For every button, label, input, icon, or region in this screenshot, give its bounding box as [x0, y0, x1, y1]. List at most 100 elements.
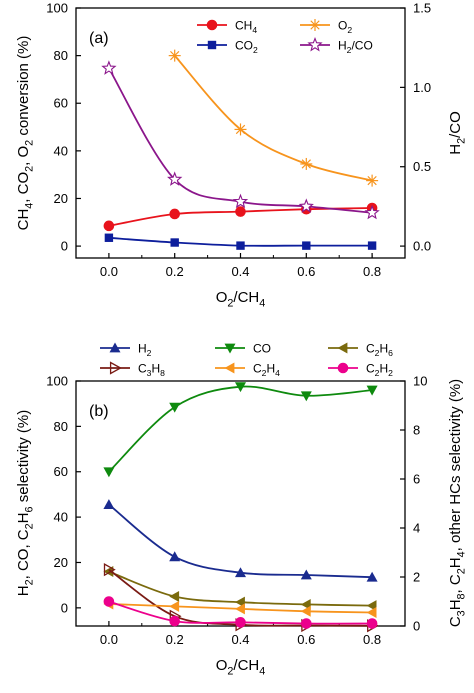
data-point-h2: [103, 499, 115, 510]
panel-b: 0.0 0.2 0.4 0.6 0.8 0 20 40 60 80 100 0 2 4 6 8 10 (b) O2/…: [46, 342, 427, 678]
data-point-h2: [366, 571, 378, 582]
legend-label: C2H2: [366, 362, 393, 379]
legend-entry: CO: [215, 342, 271, 356]
data-point-h2co: [167, 171, 183, 186]
data-point-h2co: [298, 198, 314, 213]
data-point-ch4: [169, 208, 180, 220]
y-tick-label: 40: [54, 510, 68, 525]
data-point-co2: [170, 238, 179, 247]
data-point-o2: [168, 49, 181, 62]
y-tick-label: 20: [54, 555, 68, 570]
y-tick-label: 80: [54, 419, 68, 434]
legend-label: C3H8: [138, 362, 165, 379]
x-tick-label: 0.6: [297, 632, 315, 647]
y-axis-label-group: H2, CO, C2H6 selectivity (%): [15, 410, 36, 596]
legend-label: O2: [338, 19, 352, 36]
legend-marker: [109, 361, 122, 375]
data-point-co: [366, 385, 378, 396]
y2-tick-label: 4: [413, 521, 420, 536]
legend-entry: H2: [100, 342, 152, 359]
y-tick-label: 0: [61, 239, 68, 254]
data-point-h2: [235, 567, 246, 578]
y-tick-label: 60: [54, 96, 68, 111]
legend-label: CO: [253, 342, 271, 356]
data-point-h2: [300, 569, 312, 580]
legend-label: H2: [138, 342, 152, 359]
legend-marker-stroke: [310, 20, 320, 30]
data-point-co2: [302, 241, 311, 250]
legend-marker: [109, 342, 121, 353]
panel-label: (b): [89, 403, 109, 420]
y-tick-label: 0: [61, 600, 68, 615]
data-point-ch4: [103, 220, 115, 232]
series-line-o2: [174, 55, 373, 182]
y-tick-label: 60: [54, 464, 68, 479]
y-tick-label: 40: [54, 143, 68, 158]
x-axis-label: O2/CH4: [216, 657, 266, 678]
y-tick-label: 80: [54, 48, 68, 63]
x-tick-label: 0.2: [166, 632, 184, 647]
legend-entry: CO2: [197, 39, 258, 56]
legend-marker: [309, 19, 321, 31]
data-point-c2h2: [103, 596, 115, 607]
plot-frame: [75, 380, 406, 627]
series-line-h2co: [108, 67, 373, 214]
x-tick-label: 0.2: [166, 264, 184, 279]
data-point-co: [169, 402, 181, 413]
x-tick-label: 0.6: [297, 264, 315, 279]
y-axis-label-group: CH4, CO2, O2 conversion (%): [15, 36, 36, 231]
y-tick-label: 100: [46, 1, 68, 16]
data-point-co2: [236, 241, 245, 250]
legend-marker: [337, 342, 348, 354]
y-tick-label: 100: [46, 374, 68, 389]
data-point-o2: [234, 123, 247, 136]
data-point-co: [103, 467, 115, 478]
data-point-o2-stroke: [367, 175, 377, 186]
legend-marker: [206, 19, 218, 31]
y2-tick-label: 0.0: [413, 239, 431, 254]
legend-marker: [337, 362, 349, 374]
y-axis-label: CH4, CO2, O2 conversion (%): [15, 36, 36, 231]
data-point-c3h8: [103, 563, 116, 577]
data-point-o2: [366, 174, 379, 187]
legend-marker: [307, 36, 323, 52]
y2-tick-label: 10: [413, 374, 427, 389]
legend-marker: [207, 40, 217, 50]
legend-entry: C2H2: [328, 362, 393, 379]
y2-tick-label: 6: [413, 472, 420, 487]
legend-label: CO2: [235, 39, 258, 56]
legend-entry: CH4: [197, 19, 257, 35]
legend-entry: C2H4: [215, 362, 280, 378]
legend-entry: C2H6: [328, 342, 393, 358]
x-tick-label: 0.4: [231, 264, 249, 279]
data-point-c2h4: [366, 607, 377, 619]
y-axis-label: H2, CO, C2H6 selectivity (%): [15, 410, 36, 596]
y-tick-label: 20: [54, 191, 68, 206]
data-point-co: [235, 382, 246, 393]
data-point-h2: [169, 551, 181, 562]
y2-axis-label: H2/CO: [447, 111, 468, 155]
x-tick-label: 0.8: [363, 632, 381, 647]
data-point-o2-stroke: [235, 124, 246, 135]
y2-tick-label: 1.5: [413, 1, 431, 16]
y2-tick-label: 0.5: [413, 159, 431, 174]
data-point-o2: [300, 157, 313, 170]
data-point-o2-stroke: [301, 159, 311, 169]
legend-entry: C3H8: [100, 361, 165, 379]
data-point-c2h4: [300, 605, 311, 617]
data-point-c2h2: [366, 618, 378, 629]
data-point-c2h6: [366, 600, 377, 612]
y2-tick-label: 2: [413, 570, 420, 585]
legend-entry: H2/CO: [300, 36, 373, 55]
data-point-co2: [367, 241, 377, 250]
legend-marker: [224, 343, 236, 354]
y2-axis-label: C3H8, C2H4, other HCs selectivity (%): [447, 379, 468, 627]
data-point-h2co: [101, 60, 117, 75]
y2-tick-label: 0: [413, 619, 420, 634]
x-tick-label: 0.0: [100, 264, 118, 279]
y2-axis-label-group: C3H8, C2H4, other HCs selectivity (%): [447, 379, 468, 627]
panel-a: 0.0 0.2 0.4 0.6 0.8 0 20 40 60 80 100 0.0 0.5 1.0 1.5 (…: [46, 1, 431, 310]
legend-marker: [224, 362, 235, 374]
x-axis-label: O2/CH4: [216, 289, 266, 310]
